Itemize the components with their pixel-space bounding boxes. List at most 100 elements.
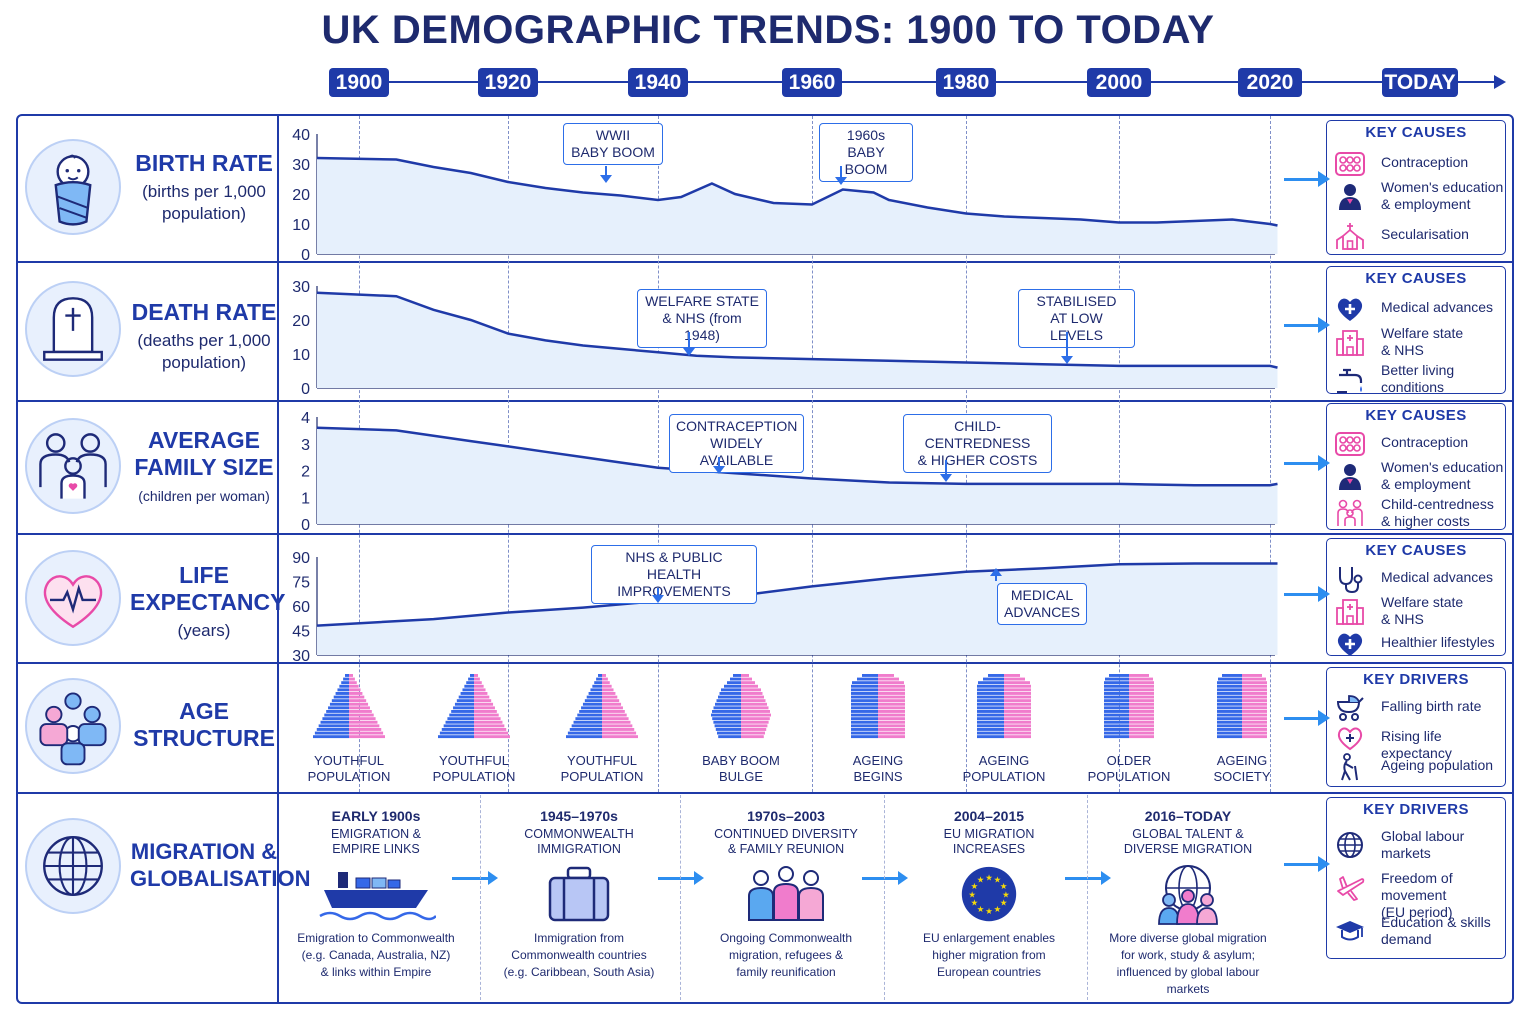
key-cause-item: Better living conditions [1327,362,1507,396]
pyramid-bar-male [977,692,1004,695]
migration-period-label: EARLY 1900s [331,808,421,824]
pyramid-bar-female [474,720,503,724]
pill-pack-icon [1335,430,1365,458]
callout-line: HEALTH IMPROVEMENTS [617,566,731,599]
pyramid-bar-female [349,724,380,728]
migration-period-title: COMMONWEALTH IMMIGRATION [484,827,674,857]
pyramid-bar-male [851,702,878,706]
pyramid-bar-male [328,706,349,710]
pyramid-bar-female [1004,692,1031,695]
migration-desc-line: family reunification [736,965,836,979]
callout-line: ADVANCES [1004,604,1080,620]
pyramid-bar-female [878,699,905,703]
pyramid-bar-male [977,735,1004,739]
pyramid-bar-male [1217,731,1242,735]
migration-description: Immigration from Commonwealth countries (e… [484,930,674,981]
pyramid-bar-male [711,713,741,717]
pyramid-label: AGEING BEGINS [823,753,933,785]
pram-icon [1335,694,1365,722]
pyramid-bar-female [878,724,905,728]
pyramid-bar-male [1222,674,1242,677]
pyramid-bar-male [727,681,741,685]
pyramid-bar-female [741,695,764,699]
pyramid-bar-female [878,713,905,717]
timeline-year-2020: 2020 [1238,68,1302,97]
row-unit-line: population) [161,204,247,223]
migration-arrow-icon [862,871,908,885]
plane-icon [1335,873,1365,901]
migration-key-causes-box: KEY DRIVERS Global labour markets Freedom o… [1326,797,1506,959]
pyramid-bar-male [715,728,741,731]
row-unit-line: (births per 1,000 [142,182,266,201]
eu-star-icon: ★ [977,904,985,914]
timeline-year-today: TODAY [1382,68,1458,97]
key-cause-text: Medical advances [1381,569,1506,586]
pyramid-bar-female [349,702,369,706]
pyramid-bar-female [1242,713,1267,717]
migration-title-line: INCREASES [952,842,1026,856]
key-cause-item: Medical advances [1327,562,1507,596]
pyramid-bar-female [741,720,769,724]
life_expectancy-line [316,562,1278,627]
pyramid-bar-male [1104,681,1129,685]
pyramid-bar-female [602,706,623,710]
y-tick-label: 30 [292,279,310,296]
pyramid-bar-female [741,702,767,706]
key-cause-item: Ageing population [1327,750,1507,784]
key-cause-line: Better living [1381,362,1455,378]
pyramid-bar-female [1242,717,1267,721]
pyramid-bar-male [341,681,349,685]
ship-icon [316,858,437,928]
pyramid-bar-female [741,713,771,717]
timeline-axis [330,81,1495,83]
key-cause-text: Secularisation [1381,226,1506,243]
pyramid-bar-female [741,717,770,721]
pyramid-bar-male [712,717,741,721]
migration-desc-line: More diverse global migration [1109,931,1267,945]
pyramid-bar-male [712,710,741,713]
pyramid-label-line: POPULATION [962,769,1046,784]
migration-period-title: GLOBAL TALENT & DIVERSE MIGRATION [1093,827,1283,857]
key-cause-line: & employment [1381,476,1471,492]
eu-star-icon: ★ [1000,898,1008,908]
pyramid-bar-male [1104,684,1129,688]
pyramid-bar-male [596,677,602,681]
migration-title-line: & FAMILY REUNION [727,842,845,856]
y-tick-label: 0 [301,247,310,260]
pyramid-label: YOUTHFUL POPULATION [419,753,529,785]
y-tick-label: 2 [301,464,310,481]
pyramid-bar-male [470,674,474,677]
suitcase-icon [544,864,614,924]
pyramid-bar-male [1104,717,1129,721]
pyramid-bar-male [1104,688,1129,692]
pyramid-bar-female [1242,724,1267,728]
pyramid-label-line: OLDER [1106,753,1152,768]
pyramid-bar-male [579,710,602,713]
family-icon [1335,499,1365,527]
pyramid-bar-female [602,724,633,728]
pyramid-bar-female [1129,731,1154,735]
pyramid-bar-female [474,735,510,739]
pyramid-bar-male [592,684,602,688]
hospital-icon [1335,597,1365,625]
life-expectancy-chart: 30 45 60 75 90 [292,550,1278,661]
pyramid-bar-female [474,728,507,731]
pyramid-bar-male [851,688,878,692]
pyramid-bar-male [851,695,878,699]
eu-star-icon: ★ [985,872,993,882]
y-tick-label: 60 [292,599,310,616]
pyramid-bar-female [1004,695,1031,699]
pyramid-bar-male [1217,695,1242,699]
pyramid-bar-male [718,695,741,699]
pyramid-bar-female [878,717,905,721]
pyramid-bar-female [349,674,353,677]
row-title-line: LIFE [179,562,229,588]
y-tick-label: 30 [292,157,310,174]
timeline-year-1900: 1900 [329,68,389,97]
pyramid-bar-male [320,720,349,724]
pyramid-bar-female [741,684,758,688]
key-cause-line: conditions [1381,379,1445,395]
key-cause-text: Contraception [1381,434,1506,451]
callout-line: BABY BOOM [571,144,655,160]
migration-desc-line: Commonwealth countries [511,948,647,962]
